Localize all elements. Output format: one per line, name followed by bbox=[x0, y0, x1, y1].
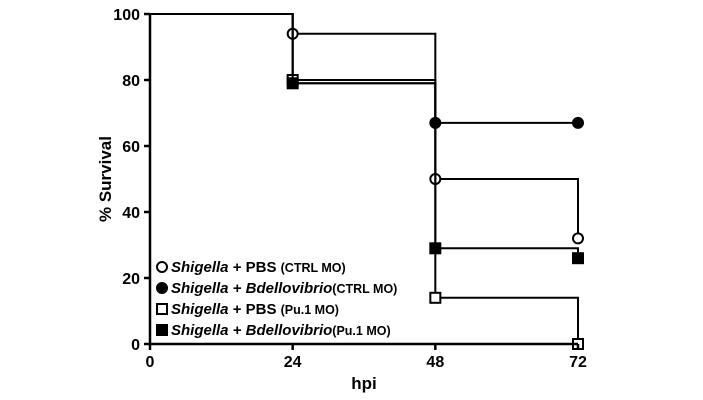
legend-marker bbox=[156, 324, 168, 336]
series-line bbox=[150, 13, 578, 124]
x-tick-label: 0 bbox=[146, 354, 155, 371]
legend-label: Shigella + Bdellovibrio(CTRL MO) bbox=[171, 280, 397, 297]
y-tick-label: 100 bbox=[113, 7, 140, 24]
legend-marker bbox=[156, 282, 168, 294]
legend-label: Shigella + PBS (Pu.1 MO) bbox=[171, 301, 339, 318]
legend-item: Shigella + Bdellovibrio(Pu.1 MO) bbox=[156, 322, 391, 339]
legend-marker bbox=[156, 303, 168, 315]
y-tick-label: 0 bbox=[131, 337, 140, 354]
legend-label: Shigella + PBS (CTRL MO) bbox=[171, 259, 346, 276]
data-point bbox=[429, 242, 442, 255]
series-1 bbox=[150, 13, 584, 245]
y-tick-label: 20 bbox=[122, 271, 140, 288]
legend: Shigella + PBS (CTRL MO) Shigella + Bdell… bbox=[156, 259, 397, 339]
data-point bbox=[572, 116, 584, 129]
data-point bbox=[572, 252, 584, 265]
y-tick-label: 80 bbox=[122, 73, 140, 90]
data-point bbox=[572, 232, 584, 245]
x-axis-title: hpi bbox=[351, 374, 377, 393]
y-axis-title: % Survival bbox=[96, 136, 115, 222]
series-4 bbox=[150, 13, 584, 265]
legend-label: Shigella + Bdellovibrio(Pu.1 MO) bbox=[171, 322, 391, 339]
ticks-layer: 0 24 48 72 0 20 40 60 80 100 bbox=[113, 7, 587, 371]
series-2 bbox=[150, 13, 584, 129]
data-point bbox=[429, 291, 442, 304]
series-line bbox=[150, 13, 579, 259]
x-tick-label: 72 bbox=[569, 354, 587, 371]
y-tick-label: 40 bbox=[122, 205, 140, 222]
legend-marker bbox=[156, 261, 168, 273]
y-tick-label: 60 bbox=[122, 139, 140, 156]
data-point bbox=[286, 77, 299, 90]
legend-item: Shigella + Bdellovibrio(CTRL MO) bbox=[156, 280, 397, 297]
axes-layer bbox=[148, 14, 578, 346]
legend-item: Shigella + PBS (Pu.1 MO) bbox=[156, 301, 339, 318]
series-layer bbox=[150, 13, 584, 350]
x-tick-label: 48 bbox=[426, 354, 444, 371]
series-3 bbox=[150, 13, 584, 350]
legend-item: Shigella + PBS (CTRL MO) bbox=[156, 259, 346, 276]
x-tick-label: 24 bbox=[284, 354, 302, 371]
series-line bbox=[150, 13, 579, 239]
